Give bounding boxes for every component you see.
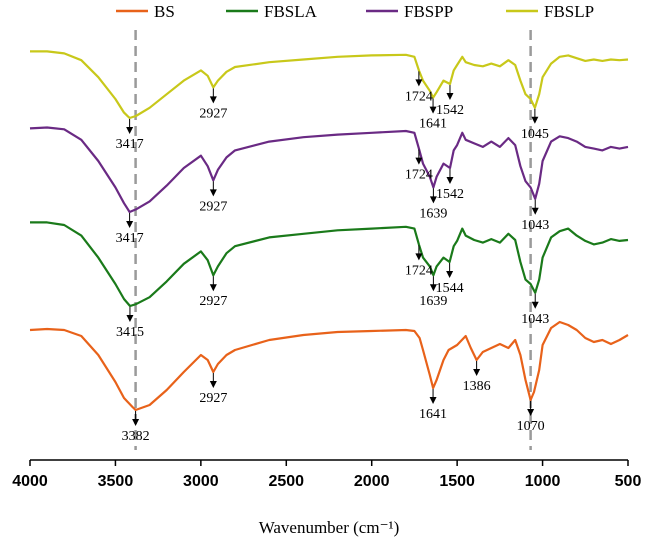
annotation-arrowhead <box>446 177 454 184</box>
annotation-label: 1724 <box>405 263 433 278</box>
annotation-arrowhead <box>473 369 481 376</box>
annotation-label: 1641 <box>419 117 447 132</box>
series-line-fbspp <box>29 126 629 214</box>
annotation-arrowhead <box>429 106 437 114</box>
x-tick-label: 500 <box>615 473 642 490</box>
annotation-layer: 3382292716411386107034152927172416391544… <box>116 71 549 444</box>
annotation-label: 1641 <box>419 407 447 422</box>
legend-label-bs: BS <box>154 2 175 21</box>
annotation-label: 1542 <box>436 187 464 202</box>
x-tick-label: 2000 <box>354 473 390 490</box>
annotation-label: 1386 <box>463 379 491 394</box>
x-tick-label: 3500 <box>98 473 134 490</box>
annotation-label: 2927 <box>199 199 227 214</box>
annotation-label: 1070 <box>517 419 545 434</box>
annotation-label: 1043 <box>521 312 549 327</box>
annotation-label: 2927 <box>199 294 227 309</box>
x-tick-label: 1000 <box>525 473 561 490</box>
annotation-arrowhead <box>415 157 423 165</box>
annotation-arrowhead <box>209 96 217 104</box>
x-tick-label: 4000 <box>12 473 48 490</box>
x-tick-label: 2500 <box>268 473 304 490</box>
annotation-arrowhead <box>209 284 217 292</box>
series-layer <box>29 50 629 412</box>
x-axis: 4000 3500 3000 2500 2000 1500 1000 500 <box>12 459 642 490</box>
annotation-arrowhead <box>415 253 423 261</box>
annotation-label: 2927 <box>199 391 227 406</box>
annotation-arrowhead <box>126 127 134 134</box>
annotation-label: 3417 <box>116 231 144 246</box>
annotation-label: 1043 <box>521 218 549 233</box>
legend: BS FBSLA FBSPP FBSLP <box>116 2 594 21</box>
legend-label-fbslp: FBSLP <box>544 2 594 21</box>
annotation-arrowhead <box>531 207 539 215</box>
annotation-arrowhead <box>429 196 437 204</box>
annotation-arrowhead <box>126 315 134 322</box>
x-tick-label: 3000 <box>183 473 219 490</box>
series-line-fbslp <box>30 50 629 120</box>
annotation-label: 1639 <box>419 206 447 221</box>
annotation-label: 2927 <box>199 106 227 121</box>
annotation-arrowhead <box>446 271 454 278</box>
annotation-arrowhead <box>527 409 535 416</box>
annotation-arrowhead <box>531 301 539 309</box>
annotation-label: 1724 <box>405 89 433 104</box>
series-line-fbsla <box>30 221 629 308</box>
annotation-label: 1542 <box>436 103 464 118</box>
annotation-label: 1544 <box>436 281 464 296</box>
annotation-arrowhead <box>429 397 437 404</box>
legend-label-fbspp: FBSPP <box>404 2 453 21</box>
annotation-label: 3417 <box>116 137 144 152</box>
annotation-arrowhead <box>132 419 140 426</box>
annotation-arrowhead <box>429 284 437 292</box>
x-tick-label: 1500 <box>439 473 475 490</box>
annotation-arrowhead <box>531 116 539 124</box>
annotation-arrowhead <box>126 221 134 228</box>
annotation-arrowhead <box>415 79 423 87</box>
annotation-arrowhead <box>209 189 217 197</box>
series-line-bs <box>29 320 629 412</box>
annotation-label: 1045 <box>521 127 549 142</box>
annotation-arrowhead <box>446 93 454 100</box>
annotation-label: 3382 <box>122 429 150 444</box>
x-axis-title: Wavenumber (cm⁻¹) <box>259 518 400 537</box>
annotation-label: 3415 <box>116 325 144 340</box>
annotation-label: 1724 <box>405 168 433 183</box>
legend-label-fbsla: FBSLA <box>264 2 318 21</box>
annotation-label: 1639 <box>419 294 447 309</box>
annotation-arrowhead <box>209 381 217 388</box>
